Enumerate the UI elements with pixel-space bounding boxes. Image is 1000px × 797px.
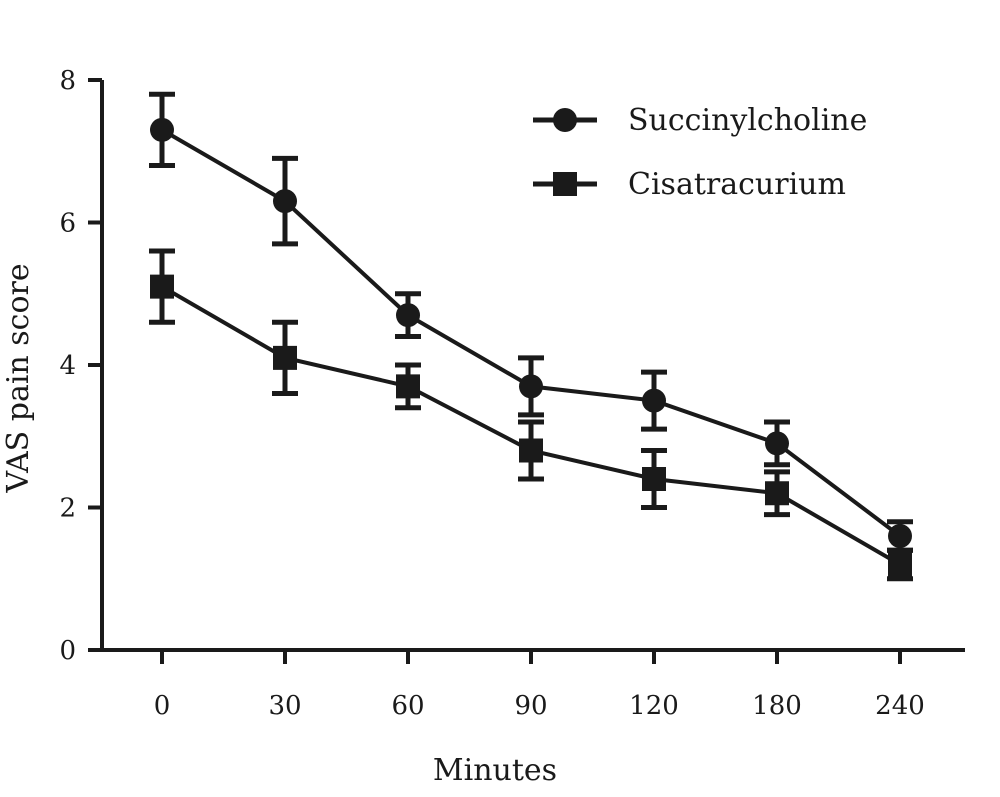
series-cisatracurium <box>149 248 913 582</box>
data-point <box>396 303 420 328</box>
data-point <box>519 374 543 399</box>
data-point <box>273 345 297 370</box>
y-tick-label: 0 <box>59 636 76 666</box>
x-ticks: 0 30 60 90 120 180 240 <box>154 650 925 721</box>
x-tick-label: 240 <box>875 691 925 721</box>
y-ticks: 0 2 4 6 8 <box>59 66 102 666</box>
legend-label: Cisatracurium <box>628 167 846 202</box>
data-point <box>150 274 174 299</box>
series-group <box>149 91 913 582</box>
y-tick-label: 8 <box>59 66 76 96</box>
data-point <box>519 438 543 463</box>
data-point <box>765 481 789 506</box>
data-point <box>273 189 297 214</box>
x-tick-label: 30 <box>268 691 301 721</box>
data-point <box>642 388 666 413</box>
legend-item: Succinylcholine <box>533 103 867 138</box>
y-tick-label: 4 <box>59 351 76 381</box>
x-tick-label: 0 <box>154 691 171 721</box>
y-tick-label: 2 <box>59 494 76 524</box>
series-succinylcholine <box>149 91 913 553</box>
data-point <box>150 117 174 142</box>
x-tick-label: 120 <box>629 691 679 721</box>
legend-item: Cisatracurium <box>533 167 846 202</box>
legend-marker <box>553 108 577 132</box>
y-axis-title: VAS pain score <box>1 263 36 493</box>
data-point <box>888 524 912 548</box>
data-point <box>765 431 789 456</box>
legend: Succinylcholine Cisatracurium <box>533 103 867 202</box>
data-point <box>396 374 420 399</box>
x-tick-label: 60 <box>391 691 424 721</box>
legend-label: Succinylcholine <box>628 103 867 138</box>
legend-marker <box>553 172 577 196</box>
y-tick-label: 6 <box>59 209 76 239</box>
x-tick-label: 180 <box>752 691 802 721</box>
data-point <box>888 552 912 577</box>
x-axis-title: Minutes <box>433 753 557 788</box>
data-point <box>642 467 666 491</box>
x-tick-label: 90 <box>514 691 547 721</box>
